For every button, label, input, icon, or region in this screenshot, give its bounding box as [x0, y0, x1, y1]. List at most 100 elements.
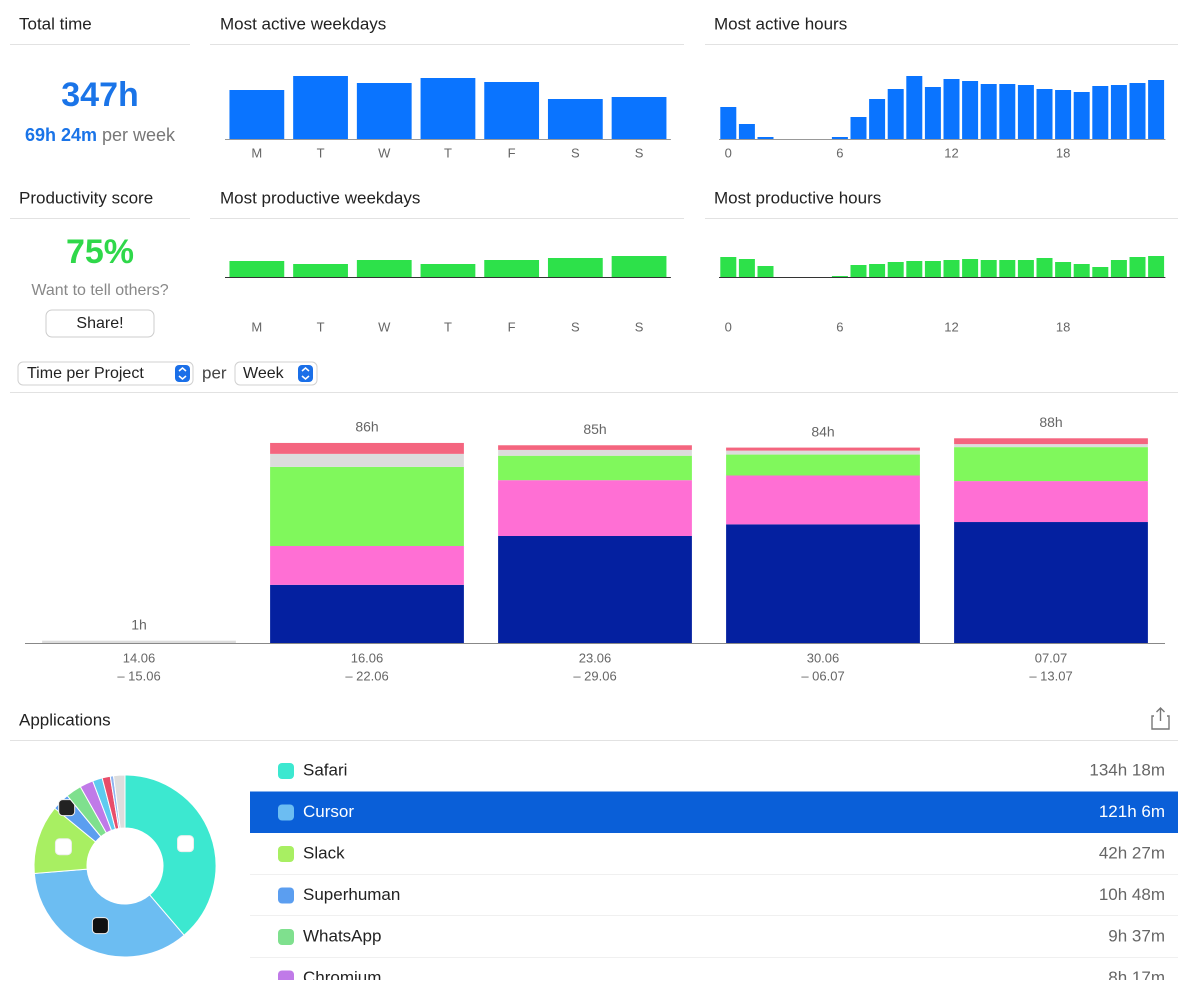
- app-time[interactable]: 9h 37m: [1108, 926, 1165, 945]
- x-tick-label: M: [251, 145, 262, 160]
- bar: [1092, 267, 1109, 277]
- app-icon: [278, 804, 294, 821]
- app-name[interactable]: Cursor: [303, 802, 354, 821]
- x-tick-label: 18: [1056, 319, 1070, 334]
- app-name[interactable]: WhatsApp: [303, 926, 381, 945]
- popup-label[interactable]: Time per Project: [27, 365, 144, 382]
- app-time[interactable]: 134h 18m: [1089, 760, 1165, 779]
- app-name[interactable]: Chromium: [303, 968, 381, 984]
- bar: [720, 107, 737, 139]
- x-tick-label: F: [508, 145, 516, 160]
- period-popup[interactable]: Week: [234, 361, 318, 386]
- bar-segment: [498, 535, 692, 643]
- bar-segment: [954, 522, 1148, 643]
- bar-segment: [726, 475, 920, 525]
- row-background[interactable]: [250, 916, 1178, 958]
- bar: [1036, 258, 1053, 277]
- application-row[interactable]: WhatsApp 9h 37m: [250, 916, 1178, 958]
- button-frame[interactable]: [45, 309, 155, 338]
- app-icon: [91, 917, 109, 935]
- bar: [1148, 256, 1165, 277]
- bar: [850, 265, 867, 277]
- chart-title: Most productive hours: [714, 188, 881, 207]
- chevron-icon: [301, 367, 310, 380]
- bar-segment: [726, 447, 920, 451]
- bar: [611, 97, 667, 139]
- bar: [980, 260, 997, 277]
- bar: [757, 266, 774, 277]
- row-background[interactable]: [250, 874, 1178, 917]
- app-name[interactable]: Slack: [303, 843, 345, 862]
- bar: [831, 276, 848, 277]
- donut-slice: [124, 774, 217, 936]
- x-tick-label: W: [378, 319, 391, 334]
- app-time[interactable]: 10h 48m: [1099, 885, 1165, 904]
- application-row[interactable]: Safari 134h 18m: [250, 750, 1178, 792]
- bar: [293, 264, 348, 277]
- share-glyph[interactable]: [1151, 707, 1170, 730]
- app-time[interactable]: 8h 17m: [1108, 968, 1165, 984]
- popup-frame[interactable]: [17, 361, 194, 386]
- application-row[interactable]: Chromium 8h 17m: [250, 957, 1178, 984]
- bar: [738, 259, 755, 277]
- popup-chevron[interactable]: [298, 365, 313, 382]
- bar-segment: [270, 545, 464, 585]
- bar: [906, 261, 923, 277]
- bar-segment: [726, 524, 920, 643]
- bar: [869, 264, 886, 277]
- app-icon: [278, 763, 294, 779]
- bar-segment: [954, 447, 1148, 482]
- bar: [1129, 257, 1146, 277]
- x-tick-label: 6: [836, 319, 843, 334]
- metric-popup[interactable]: Time per Project: [17, 361, 194, 386]
- share-prompt: Want to tell others?: [31, 282, 168, 299]
- button-label[interactable]: Share!: [76, 315, 123, 332]
- weekly-suffix: per week: [102, 125, 176, 145]
- app-time[interactable]: 121h 6m: [1099, 802, 1165, 821]
- productivity-title: Productivity score: [19, 188, 153, 207]
- application-row[interactable]: Slack 42h 27m: [250, 833, 1178, 875]
- total-time-value: 347h: [61, 76, 139, 114]
- x-tick-label: F: [508, 319, 516, 334]
- bar-segment: [954, 444, 1148, 448]
- total-label: 88h: [1039, 414, 1062, 430]
- bar: [906, 76, 923, 139]
- app-name[interactable]: Superhuman: [303, 885, 400, 904]
- popup-chevron[interactable]: [175, 365, 190, 382]
- bar: [1017, 260, 1034, 277]
- popup-label[interactable]: Week: [243, 365, 285, 382]
- app-name[interactable]: Safari: [303, 760, 347, 779]
- bar: [293, 76, 348, 139]
- bar: [1129, 83, 1146, 139]
- app-time[interactable]: 42h 27m: [1099, 843, 1165, 862]
- row-highlight[interactable]: [250, 791, 1178, 834]
- bar-segment: [726, 450, 920, 455]
- productivity-value: 75%: [66, 233, 134, 271]
- share-button[interactable]: Share!: [45, 309, 155, 338]
- row-background[interactable]: [250, 833, 1178, 875]
- bar: [356, 260, 412, 277]
- application-row[interactable]: Cursor 121h 6m: [250, 791, 1178, 834]
- x-tick-label: 23.06: [579, 650, 612, 665]
- app-icon: [278, 887, 294, 904]
- app-icon: [278, 846, 294, 862]
- bar-segment: [498, 455, 692, 481]
- x-tick-label: 30.06: [807, 650, 840, 665]
- total-label: 1h: [131, 616, 147, 632]
- bar: [1073, 264, 1090, 277]
- share-icon[interactable]: [1151, 707, 1170, 730]
- bar: [356, 83, 412, 139]
- bar: [1055, 90, 1072, 139]
- x-tick-label: 12: [944, 319, 958, 334]
- x-tick-label: – 15.06: [117, 668, 160, 683]
- donut-slice: [33, 868, 185, 958]
- bar-segment: [498, 449, 692, 456]
- popup-frame[interactable]: [234, 361, 318, 386]
- row-background[interactable]: [250, 750, 1178, 792]
- row-background[interactable]: [250, 957, 1178, 984]
- bar: [420, 78, 476, 139]
- bar-segment: [270, 466, 464, 546]
- bar: [962, 259, 979, 277]
- application-row[interactable]: Superhuman 10h 48m: [250, 874, 1178, 917]
